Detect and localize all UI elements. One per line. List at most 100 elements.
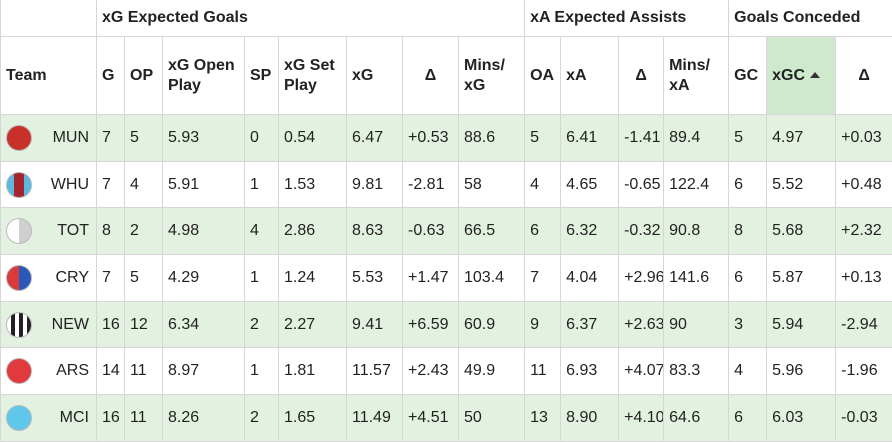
stat-cell: 12 xyxy=(124,300,163,349)
stat-cell: 8.97 xyxy=(162,347,245,396)
stat-cell: 5.93 xyxy=(162,114,245,162)
column-header[interactable]: SP xyxy=(244,36,279,115)
stat-cell: 1.81 xyxy=(278,347,347,396)
stat-cell: 5 xyxy=(124,254,163,302)
team-logo xyxy=(6,311,32,338)
column-header[interactable]: Team xyxy=(0,36,97,115)
stat-cell: 8.26 xyxy=(162,394,245,442)
column-label: xG Set Play xyxy=(284,56,335,94)
stat-cell: 49.9 xyxy=(457,347,526,396)
column-header[interactable]: Δ xyxy=(618,36,665,115)
column-header[interactable]: Mins/ xA xyxy=(663,36,730,115)
team-cell: WHU xyxy=(0,160,97,209)
column-header[interactable]: xG Open Play xyxy=(162,36,245,115)
stat-cell: 1.65 xyxy=(278,394,347,442)
stat-cell: 8 xyxy=(96,207,125,256)
stat-cell: +2.43 xyxy=(402,347,459,396)
stat-cell: 5.53 xyxy=(346,254,403,302)
stat-cell: 5.91 xyxy=(162,160,245,209)
stat-cell: -0.03 xyxy=(835,394,892,442)
stat-cell: +2.32 xyxy=(835,207,892,256)
stat-cell: +0.53 xyxy=(402,114,459,162)
column-label: xGC xyxy=(772,66,806,84)
stat-cell: +4.10 xyxy=(618,394,665,442)
column-label: GC xyxy=(734,66,759,84)
column-header[interactable]: G xyxy=(96,36,125,115)
stat-cell: 83.3 xyxy=(663,347,730,396)
team: MCI xyxy=(6,404,91,431)
team-abbr: ARS xyxy=(56,362,89,380)
stat-cell: 2 xyxy=(244,300,279,349)
column-label: Δ xyxy=(635,66,647,84)
stat-cell: -1.96 xyxy=(835,347,892,396)
column-label: OA xyxy=(530,66,555,84)
stat-cell: +6.59 xyxy=(402,300,459,349)
stat-cell: -2.94 xyxy=(835,300,892,349)
stat-cell: 7 xyxy=(96,160,125,209)
column-header[interactable]: Δ xyxy=(402,36,459,115)
group-header: xG Expected Goals xyxy=(95,0,526,37)
stat-cell: 90.8 xyxy=(663,207,730,256)
stat-cell: 5.96 xyxy=(766,347,837,396)
stat-cell: 11 xyxy=(124,394,163,442)
stat-cell: 5.52 xyxy=(766,160,837,209)
stat-cell: 8.90 xyxy=(560,394,620,442)
column-header[interactable]: GC xyxy=(728,36,768,115)
column-header[interactable]: xGC xyxy=(766,36,837,115)
column-header[interactable]: xG Set Play xyxy=(278,36,347,115)
stat-cell: 11 xyxy=(124,347,163,396)
stat-cell: 11.49 xyxy=(346,394,403,442)
team-logo xyxy=(6,264,32,291)
stat-cell: 4.98 xyxy=(162,207,245,256)
stat-cell: 89.4 xyxy=(663,114,730,162)
stat-cell: 1 xyxy=(244,347,279,396)
team: NEW xyxy=(6,311,91,338)
stat-cell: 6 xyxy=(728,254,768,302)
team-abbr: NEW xyxy=(51,315,89,333)
column-header[interactable]: xG xyxy=(346,36,403,115)
stat-cell: 16 xyxy=(96,300,125,349)
team-logo xyxy=(6,358,32,385)
team-abbr: TOT xyxy=(57,222,89,240)
stat-cell: 4 xyxy=(728,347,768,396)
team-cell: ARS xyxy=(0,347,97,396)
column-header[interactable]: Δ xyxy=(835,36,892,115)
stat-cell: 6.47 xyxy=(346,114,403,162)
stat-cell: 2.27 xyxy=(278,300,347,349)
team-abbr: CRY xyxy=(55,268,90,286)
team: WHU xyxy=(6,171,91,198)
stat-cell: 1.24 xyxy=(278,254,347,302)
group-row: xG Expected Goals xA Expected Assists Go… xyxy=(0,0,892,37)
stat-cell: 6 xyxy=(524,207,562,256)
stat-cell: 1.53 xyxy=(278,160,347,209)
stat-cell: 4.29 xyxy=(162,254,245,302)
stat-cell: 11 xyxy=(524,347,562,396)
team-cell: MUN xyxy=(0,114,97,162)
stat-cell: 4 xyxy=(244,207,279,256)
team-abbr: MCI xyxy=(59,408,89,426)
stat-cell: +0.03 xyxy=(835,114,892,162)
column-row: Team G OP xG Open Play SP xG Set Play xG Δ Mins/… xyxy=(0,36,892,115)
column-header[interactable]: OP xyxy=(124,36,163,115)
stat-cell: 50 xyxy=(457,394,526,442)
column-label: G xyxy=(102,66,115,84)
sort-arrow xyxy=(810,71,821,78)
column-header[interactable]: Mins/ xG xyxy=(457,36,526,115)
stat-cell: 90 xyxy=(663,300,730,349)
stat-cell: 4.97 xyxy=(766,114,837,162)
column-label: SP xyxy=(250,66,272,84)
column-header[interactable]: OA xyxy=(524,36,562,115)
stat-cell: 13 xyxy=(524,394,562,442)
stat-cell: 103.4 xyxy=(457,254,526,302)
stat-cell: 6 xyxy=(728,394,768,442)
stat-cell: -2.81 xyxy=(402,160,459,209)
column-label: Mins/ xG xyxy=(464,56,505,94)
stat-cell: 58 xyxy=(457,160,526,209)
stat-cell: +0.13 xyxy=(835,254,892,302)
group-blank xyxy=(0,0,97,37)
stat-cell: 7 xyxy=(96,254,125,302)
column-header[interactable]: xA xyxy=(560,36,620,115)
group-header: Goals Conceded xyxy=(728,0,892,37)
stat-cell: 4.65 xyxy=(560,160,620,209)
